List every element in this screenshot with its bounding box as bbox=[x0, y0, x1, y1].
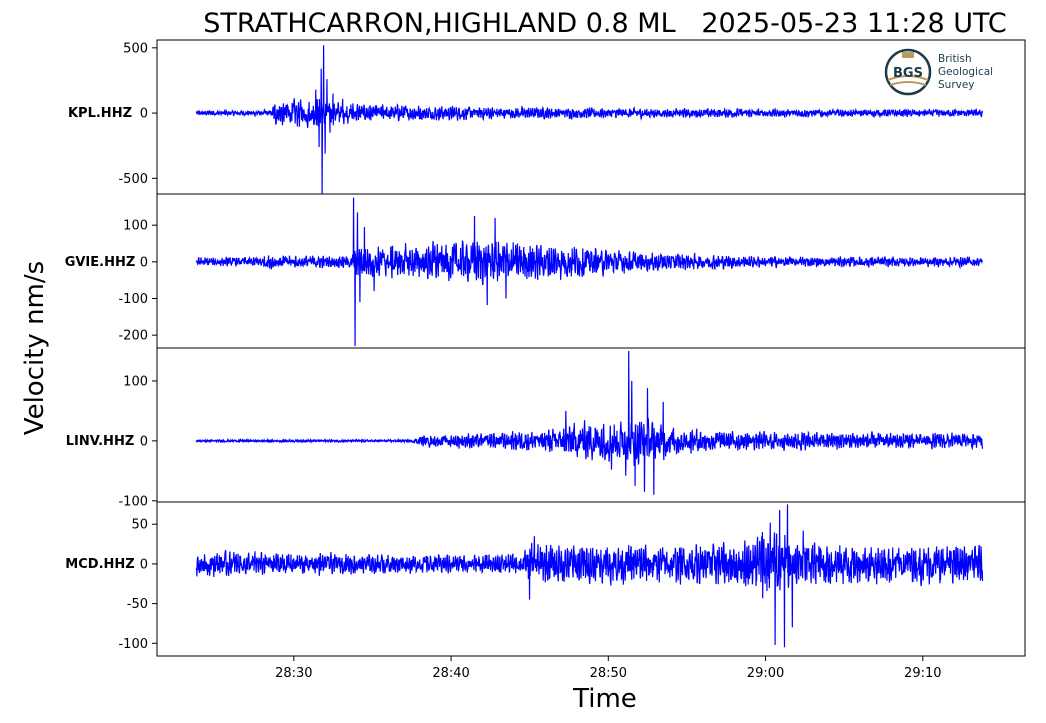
station-label: MCD.HHZ bbox=[65, 557, 134, 572]
x-tick-label: 29:10 bbox=[904, 666, 941, 681]
trace-panel: LINV.HHZ 100 0 -100 bbox=[66, 347, 1026, 509]
y-tick-label: 0 bbox=[140, 557, 148, 572]
x-tick-label: 29:00 bbox=[747, 666, 784, 681]
y-tick-label: 0 bbox=[140, 255, 148, 270]
y-tick-label: -100 bbox=[118, 292, 148, 307]
y-axis-label: Velocity nm/s bbox=[20, 261, 50, 435]
y-tick-label: 500 bbox=[123, 41, 148, 56]
y-tick-label: 50 bbox=[131, 518, 148, 533]
trace-panel: KPL.HHZ 500 0 -500 bbox=[68, 39, 1026, 195]
bgs-logo-line-3: Survey bbox=[938, 79, 975, 91]
x-tick-label: 28:50 bbox=[590, 666, 627, 681]
x-axis: 28:30 28:40 28:50 29:00 29:10 bbox=[275, 656, 942, 681]
station-label: GVIE.HHZ bbox=[65, 255, 136, 270]
y-tick-label: 100 bbox=[123, 219, 148, 234]
y-tick-label: -50 bbox=[127, 597, 148, 612]
waveform-trace bbox=[195, 350, 984, 495]
trace-panel: MCD.HHZ 50 0 -50 -100 bbox=[65, 501, 1026, 657]
station-label: LINV.HHZ bbox=[66, 434, 135, 449]
bgs-logo: BGS British Geological Survey bbox=[884, 48, 993, 96]
y-tick-label: -200 bbox=[118, 329, 148, 344]
panel-frame bbox=[156, 193, 1026, 349]
panel-frame bbox=[156, 501, 1026, 657]
y-tick-label: -100 bbox=[118, 637, 148, 652]
waveform-trace bbox=[195, 45, 984, 195]
x-axis-label: Time bbox=[572, 684, 637, 714]
y-tick-label: -100 bbox=[118, 494, 148, 509]
station-label: KPL.HHZ bbox=[68, 106, 132, 121]
bgs-logo-line-1: British bbox=[938, 53, 972, 65]
x-tick-label: 28:40 bbox=[432, 666, 469, 681]
panel-frame bbox=[156, 347, 1026, 503]
y-tick-label: -500 bbox=[118, 172, 148, 187]
trace-panels: KPL.HHZ5000-500GVIE.HHZ1000-100-200LINV.… bbox=[65, 39, 1026, 657]
waveform-trace bbox=[195, 197, 983, 347]
chart-title: STRATHCARRON,HIGHLAND 0.8 ML 2025-05-23 … bbox=[203, 8, 1007, 39]
y-tick-label: 100 bbox=[123, 374, 148, 389]
y-tick-label: 0 bbox=[140, 107, 148, 122]
waveform-trace bbox=[195, 504, 984, 648]
x-tick-label: 28:30 bbox=[275, 666, 312, 681]
bgs-logo-badge: BGS bbox=[893, 66, 923, 81]
trace-panel: GVIE.HHZ 100 0 -100 -200 bbox=[65, 193, 1026, 349]
y-tick-label: 0 bbox=[140, 434, 148, 449]
bgs-logo-line-2: Geological bbox=[938, 66, 993, 78]
